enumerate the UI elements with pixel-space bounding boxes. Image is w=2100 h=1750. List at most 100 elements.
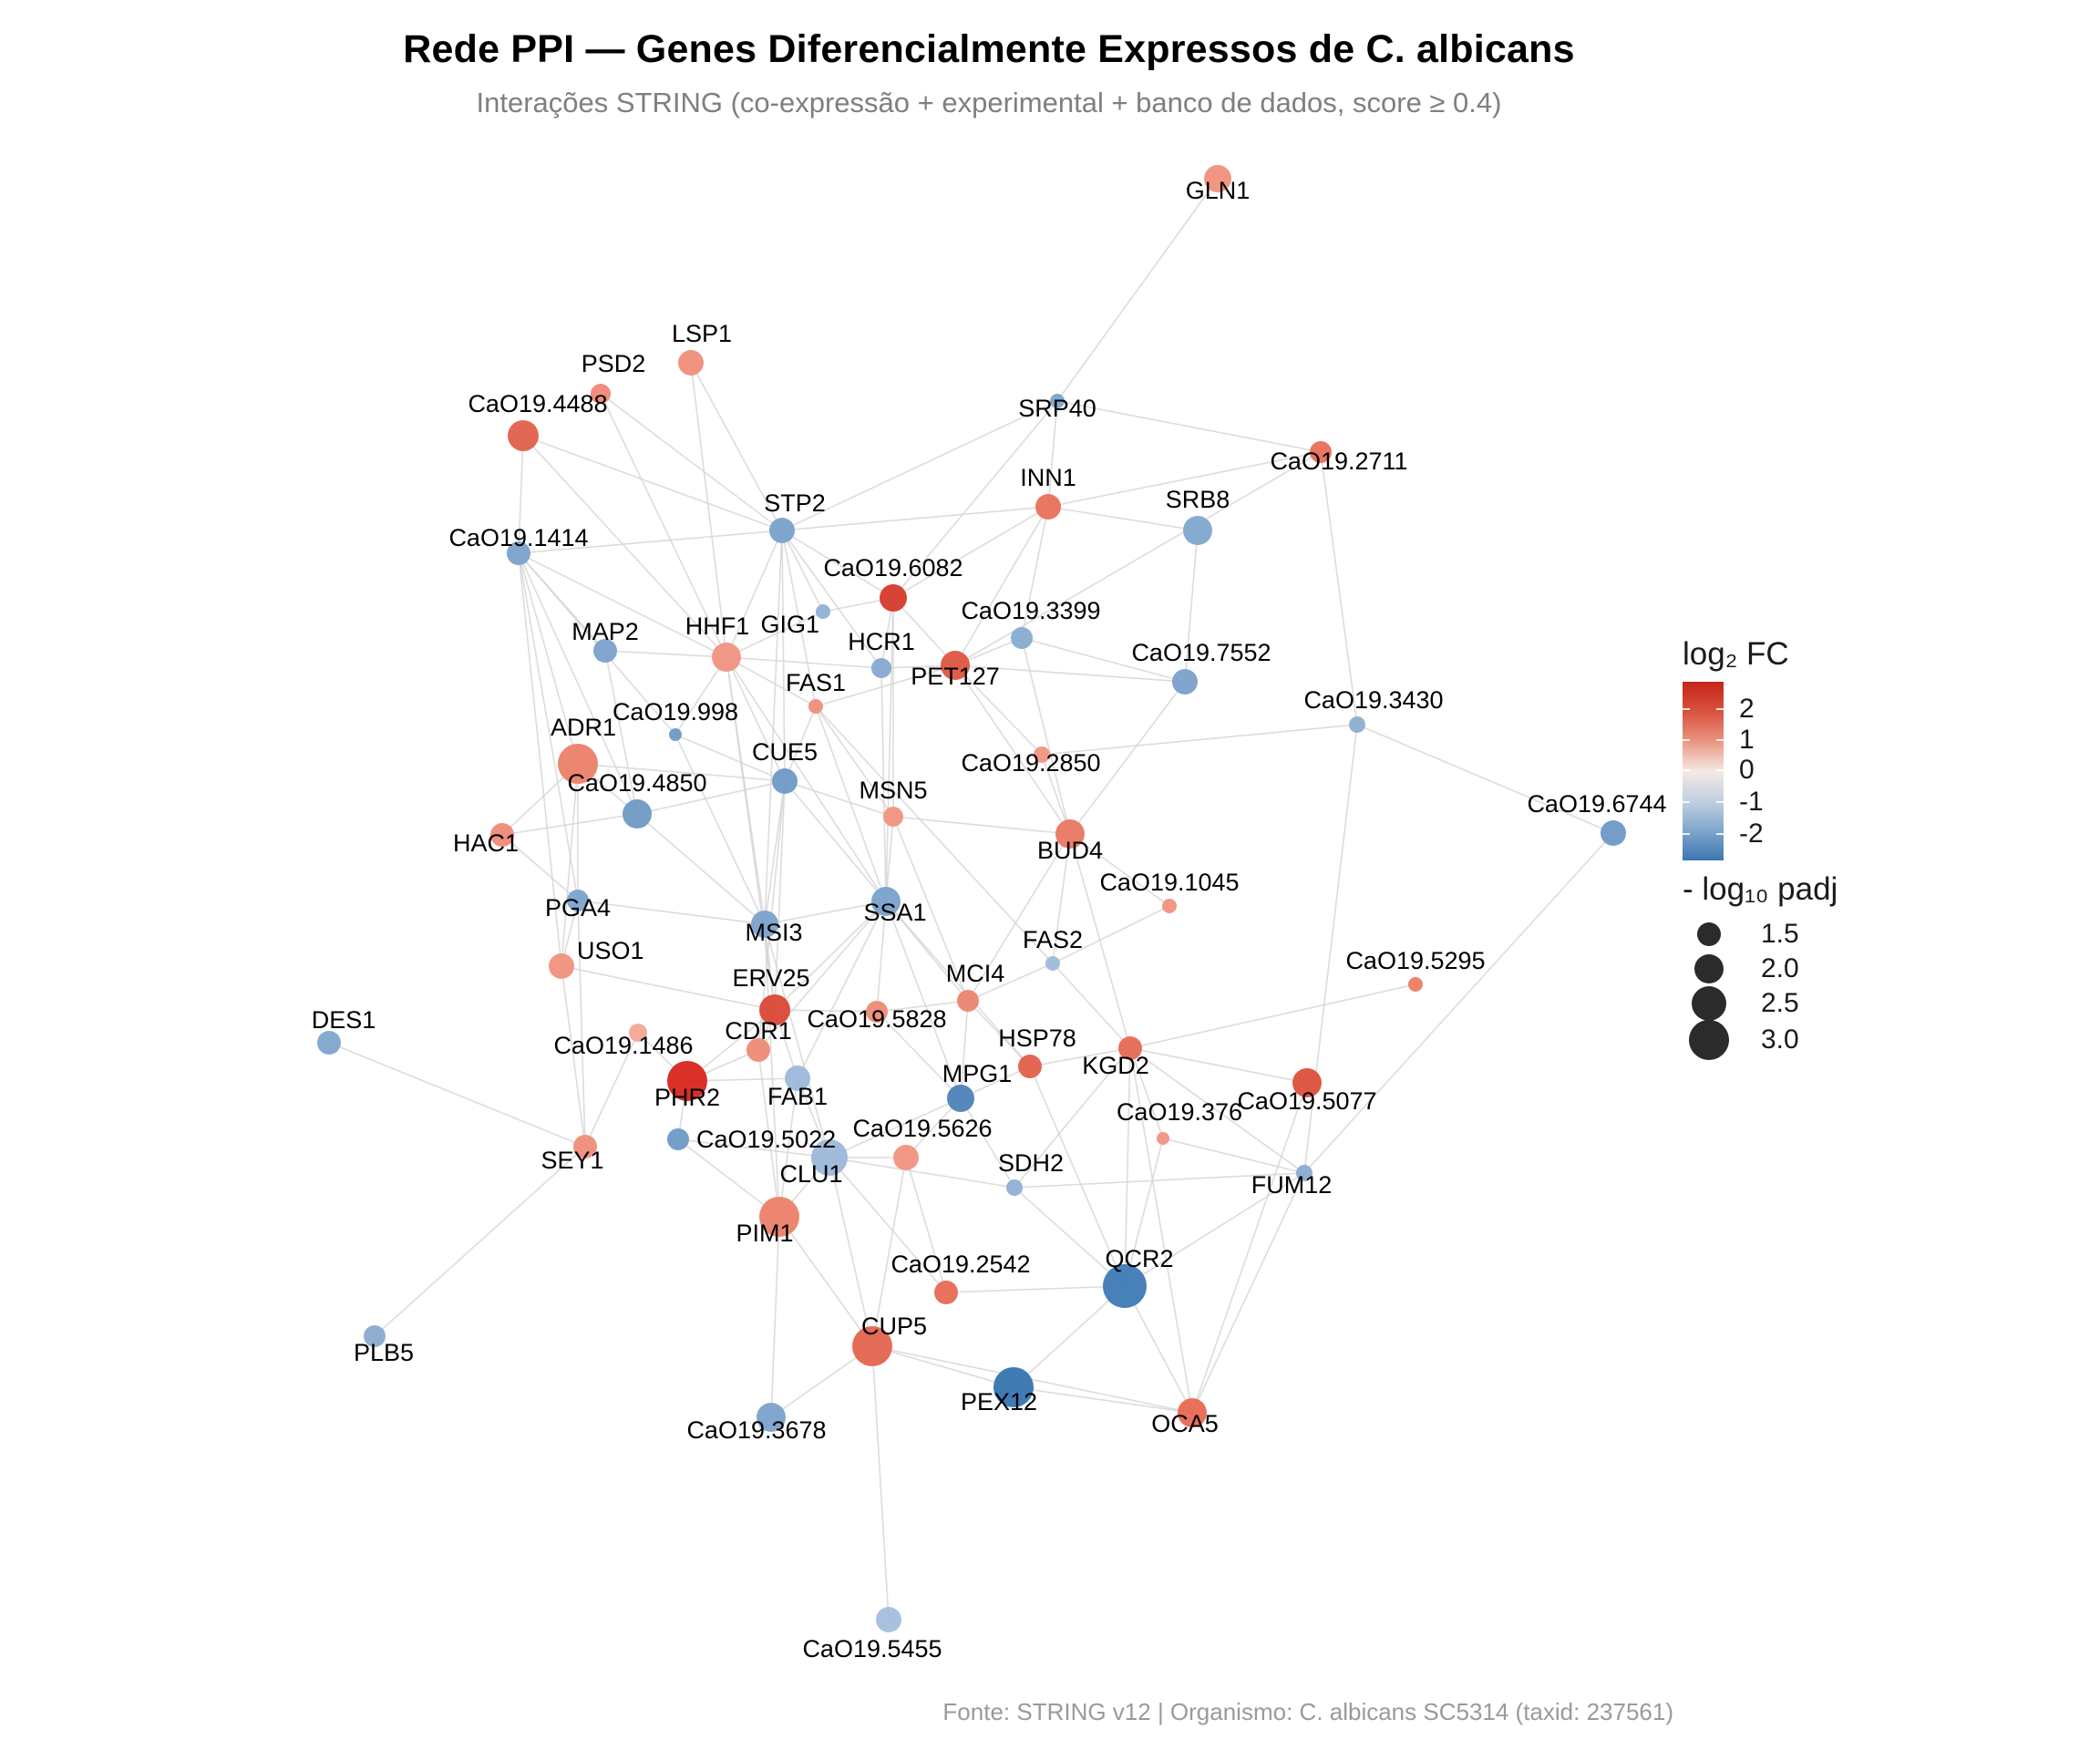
edge-STP2--HCR1 — [781, 530, 882, 669]
node-HHF1 — [712, 643, 741, 672]
node-label-CaO19.2542: CaO19.2542 — [890, 1251, 1030, 1278]
edge-CaO19.1414--CaO19.4850 — [518, 552, 638, 815]
node-SRP40 — [1050, 394, 1065, 408]
edge-SSA1--ERV25 — [774, 901, 887, 1011]
node-CaO19.6082 — [880, 584, 907, 612]
edge-CaO19.2711--CaO19.3430 — [1320, 451, 1358, 726]
node-HAC1 — [490, 823, 514, 847]
node-MAP2 — [593, 639, 617, 663]
node-CaO19.2850 — [1034, 746, 1050, 763]
edge-USO1--SEY1 — [561, 965, 586, 1148]
node-label-DES1: DES1 — [312, 1006, 376, 1034]
edge-INN1--PET127 — [954, 506, 1049, 666]
edge-FAS2--MCI4 — [967, 962, 1054, 1002]
edge-PSD2--STP2 — [600, 393, 783, 531]
color-legend-title: log₂ FC — [1683, 636, 1789, 672]
node-label-PLB5: PLB5 — [354, 1339, 414, 1366]
edge-SRB8--CaO19.7552 — [1184, 530, 1199, 683]
edge-FAS1--SSA1 — [815, 705, 887, 902]
edge-CaO19.1045--FAS2 — [1052, 905, 1170, 964]
edge-KGD2--OCA5 — [1129, 1047, 1193, 1414]
edge-ADR1--USO1 — [561, 763, 579, 967]
node-label-GIG1: GIG1 — [760, 611, 819, 638]
edge-CaO19.4488--HHF1 — [522, 435, 727, 658]
colorbar-tick-mark — [1716, 833, 1724, 835]
node-CaO19.2711 — [1310, 441, 1332, 463]
edge-KGD2--CaO19.5077 — [1129, 1047, 1308, 1084]
node-label-CaO19.4488: CaO19.4488 — [468, 390, 607, 417]
edge-CUE5--CaO19.4850 — [636, 780, 786, 815]
edge-SSA1--MSI3 — [764, 901, 887, 925]
node-label-CLU1: CLU1 — [779, 1160, 842, 1188]
edge-SDH2--FUM12 — [1014, 1172, 1305, 1189]
node-FAS2 — [1045, 956, 1060, 971]
node-label-GLN1: GLN1 — [1186, 177, 1251, 204]
edge-STP2--CaO19.6082 — [781, 530, 894, 599]
node-CaO19.7552 — [1172, 669, 1198, 695]
node-label-USO1: USO1 — [577, 937, 644, 964]
edge-CaO19.998--CUE5 — [674, 734, 786, 782]
node-label-HSP78: HSP78 — [998, 1024, 1076, 1052]
edge-SSA1--MPG1 — [885, 901, 962, 1099]
node-label-HCR1: HCR1 — [848, 628, 915, 655]
node-label-SEY1: SEY1 — [540, 1147, 603, 1174]
node-SEY1 — [573, 1135, 597, 1158]
node-PGA4 — [567, 890, 589, 911]
node-USO1 — [549, 953, 574, 979]
node-label-MAP2: MAP2 — [571, 618, 639, 645]
node-label-CaO19.1414: CaO19.1414 — [448, 524, 588, 551]
node-label-CDR1: CDR1 — [725, 1017, 792, 1045]
edge-STP2--GIG1 — [781, 530, 824, 612]
edge-CaO19.5295--KGD2 — [1129, 983, 1416, 1049]
color-legend-gradient-bar — [1683, 682, 1724, 860]
edge-CaO19.2711--PET127 — [954, 451, 1322, 666]
color-tick--1: -1 — [1739, 787, 1764, 817]
node-label-CaO19.1045: CaO19.1045 — [1099, 869, 1239, 896]
node-label-MPG1: MPG1 — [942, 1060, 1013, 1087]
color-tick-1: 1 — [1739, 725, 1755, 755]
edge-CaO19.1045--BUD4 — [1069, 833, 1170, 907]
edge-BUD4--MCI4 — [967, 833, 1071, 1002]
edge-FAS1--MSN5 — [815, 705, 894, 818]
edge-HHF1--HCR1 — [726, 656, 882, 669]
edge-KGD2--FUM12 — [1129, 1047, 1305, 1174]
edge-CUP5--OCA5 — [871, 1345, 1193, 1414]
edge-MSI3--PIM1 — [764, 923, 780, 1218]
edge-CUP5--PEX12 — [871, 1345, 1014, 1388]
edge-SRP40--CaO19.6082 — [892, 400, 1058, 599]
node-label-SDH2: SDH2 — [998, 1149, 1064, 1177]
node-label-PEX12: PEX12 — [961, 1388, 1037, 1415]
edge-CUE5--SSA1 — [784, 780, 887, 902]
node-PSD2 — [591, 384, 611, 404]
edge-FAS1--FAS2 — [815, 705, 1054, 964]
node-SSA1 — [871, 887, 901, 916]
size-legend-title: - log₁₀ padj — [1683, 871, 1838, 907]
node-label-LSP1: LSP1 — [672, 320, 732, 347]
edge-CaO19.4488--STP2 — [522, 435, 783, 531]
node-label-PHR2: PHR2 — [654, 1084, 720, 1111]
edge-CaO19.376--QCR2 — [1124, 1138, 1164, 1287]
node-MSI3 — [751, 911, 778, 938]
node-MCI4 — [957, 990, 979, 1012]
edge-CaO19.6744--FUM12 — [1303, 832, 1614, 1174]
node-label-PIM1: PIM1 — [736, 1220, 793, 1247]
edge-CaO19.2542--CLU1 — [829, 1157, 947, 1293]
edge-CaO19.5022--CLU1 — [677, 1138, 830, 1158]
edge-MSI3--CLU1 — [764, 923, 830, 1158]
edge-CaO19.1414--STP2 — [518, 530, 783, 554]
edge-GLN1--SRP40 — [1056, 178, 1219, 402]
node-HCR1 — [871, 658, 891, 678]
node-label-SRP40: SRP40 — [1018, 395, 1096, 422]
edge-ADR1--CUE5 — [577, 763, 786, 782]
edge-QCR2--OCA5 — [1124, 1285, 1193, 1414]
edge-CaO19.2711--INN1 — [1047, 451, 1322, 508]
node-label-CaO19.5295: CaO19.5295 — [1345, 947, 1485, 974]
colorbar-tick-mark — [1716, 801, 1724, 803]
edge-CaO19.4850--MSI3 — [636, 813, 766, 925]
edge-BUD4--FAS2 — [1052, 833, 1071, 964]
node-label-HAC1: HAC1 — [453, 829, 519, 857]
edge-CaO19.3430--FUM12 — [1303, 724, 1358, 1174]
edge-CaO19.3430--CaO19.2850 — [1041, 724, 1358, 756]
node-FAB1 — [785, 1065, 810, 1091]
edge-SSA1--CaO19.5828 — [876, 901, 887, 1013]
